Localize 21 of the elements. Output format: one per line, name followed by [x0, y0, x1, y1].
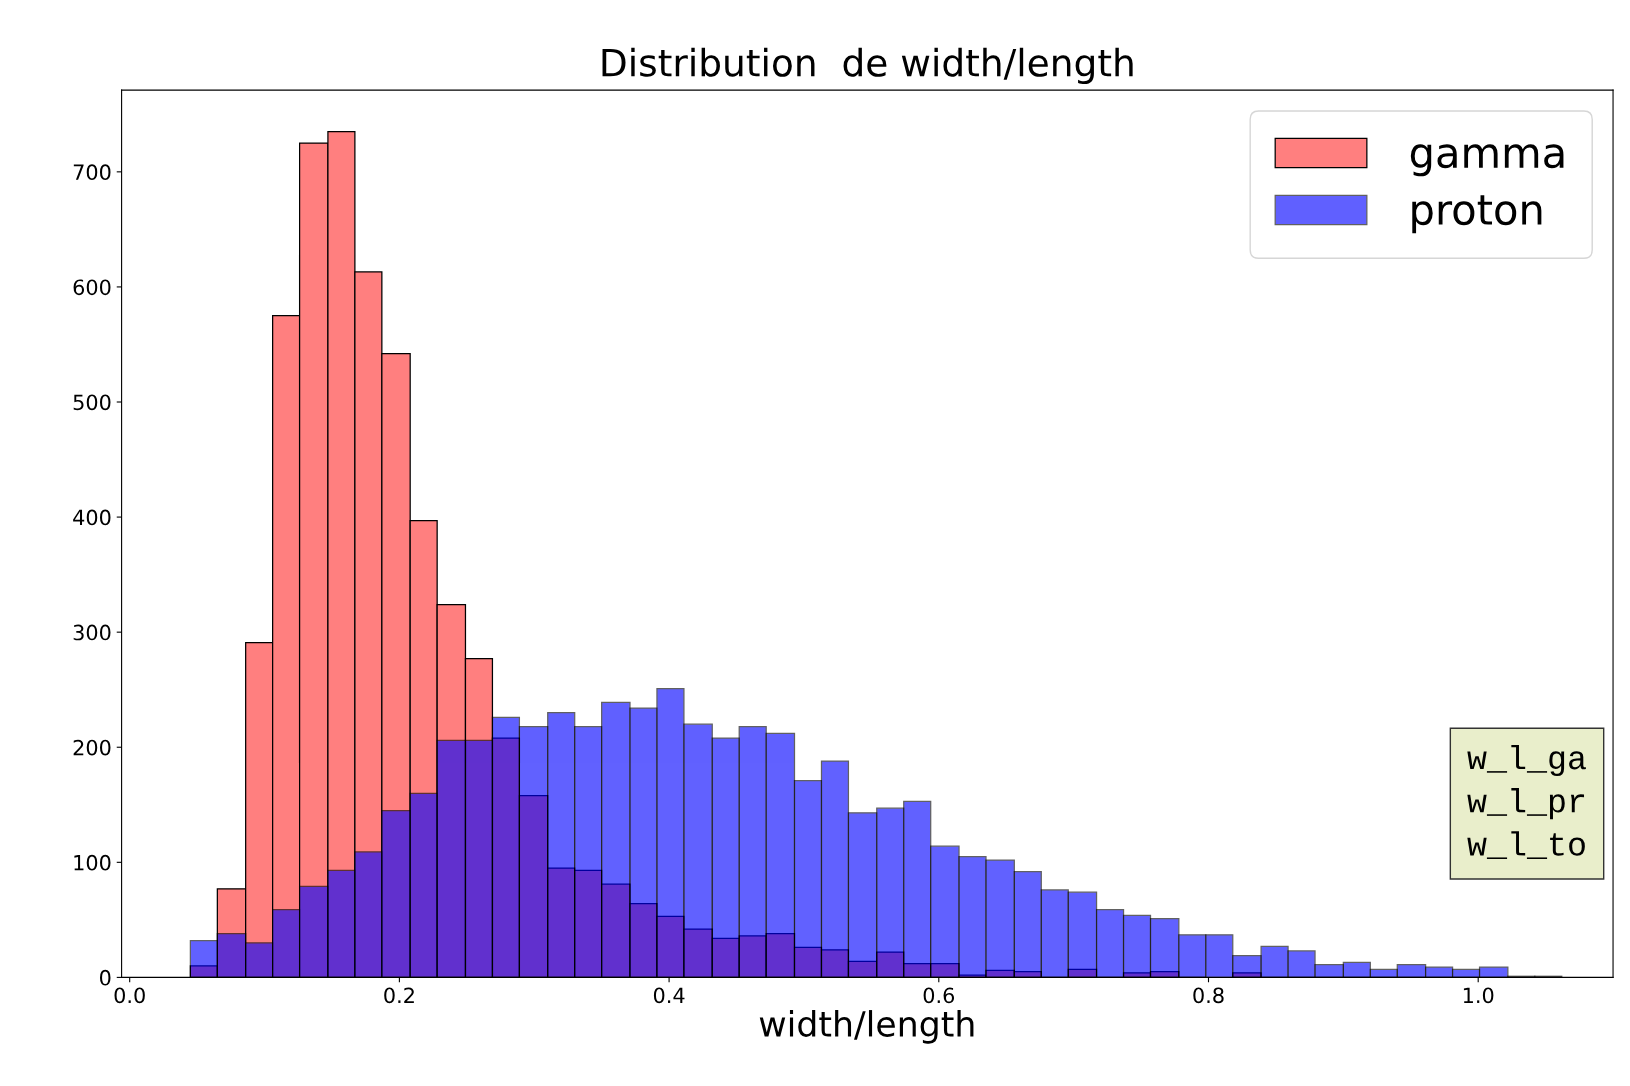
annotation: w_l_ga [1467, 744, 1586, 777]
x-tick-label: 0.6 [923, 987, 955, 1004]
chart-title: Distribution de width/length [602, 47, 1133, 85]
y-tick-label: 300 [73, 624, 111, 641]
x-tick-label: 0.8 [1193, 987, 1224, 1004]
legend-label: proton [1412, 195, 1542, 234]
x-tick-label: 0.0 [114, 987, 145, 1004]
y-tick-label: 0 [99, 969, 111, 986]
y-tick-label: 600 [73, 279, 111, 296]
x-tick-label: 0.2 [384, 987, 414, 1004]
y-tick-label: 100 [74, 854, 111, 871]
x-tick-label: 0.4 [653, 987, 685, 1004]
annotation: w_l_pr [1467, 788, 1585, 820]
legend-label: gamma [1410, 144, 1564, 177]
y-tick-label: 400 [73, 509, 111, 526]
y-tick-label: 500 [73, 394, 111, 411]
y-tick-label: 200 [73, 739, 111, 756]
x-tick-label: 1.0 [1463, 987, 1494, 1004]
y-tick-label: 700 [73, 164, 111, 181]
annotation: w_l_to [1467, 831, 1585, 859]
x-axis-title: width/length [759, 1010, 974, 1044]
